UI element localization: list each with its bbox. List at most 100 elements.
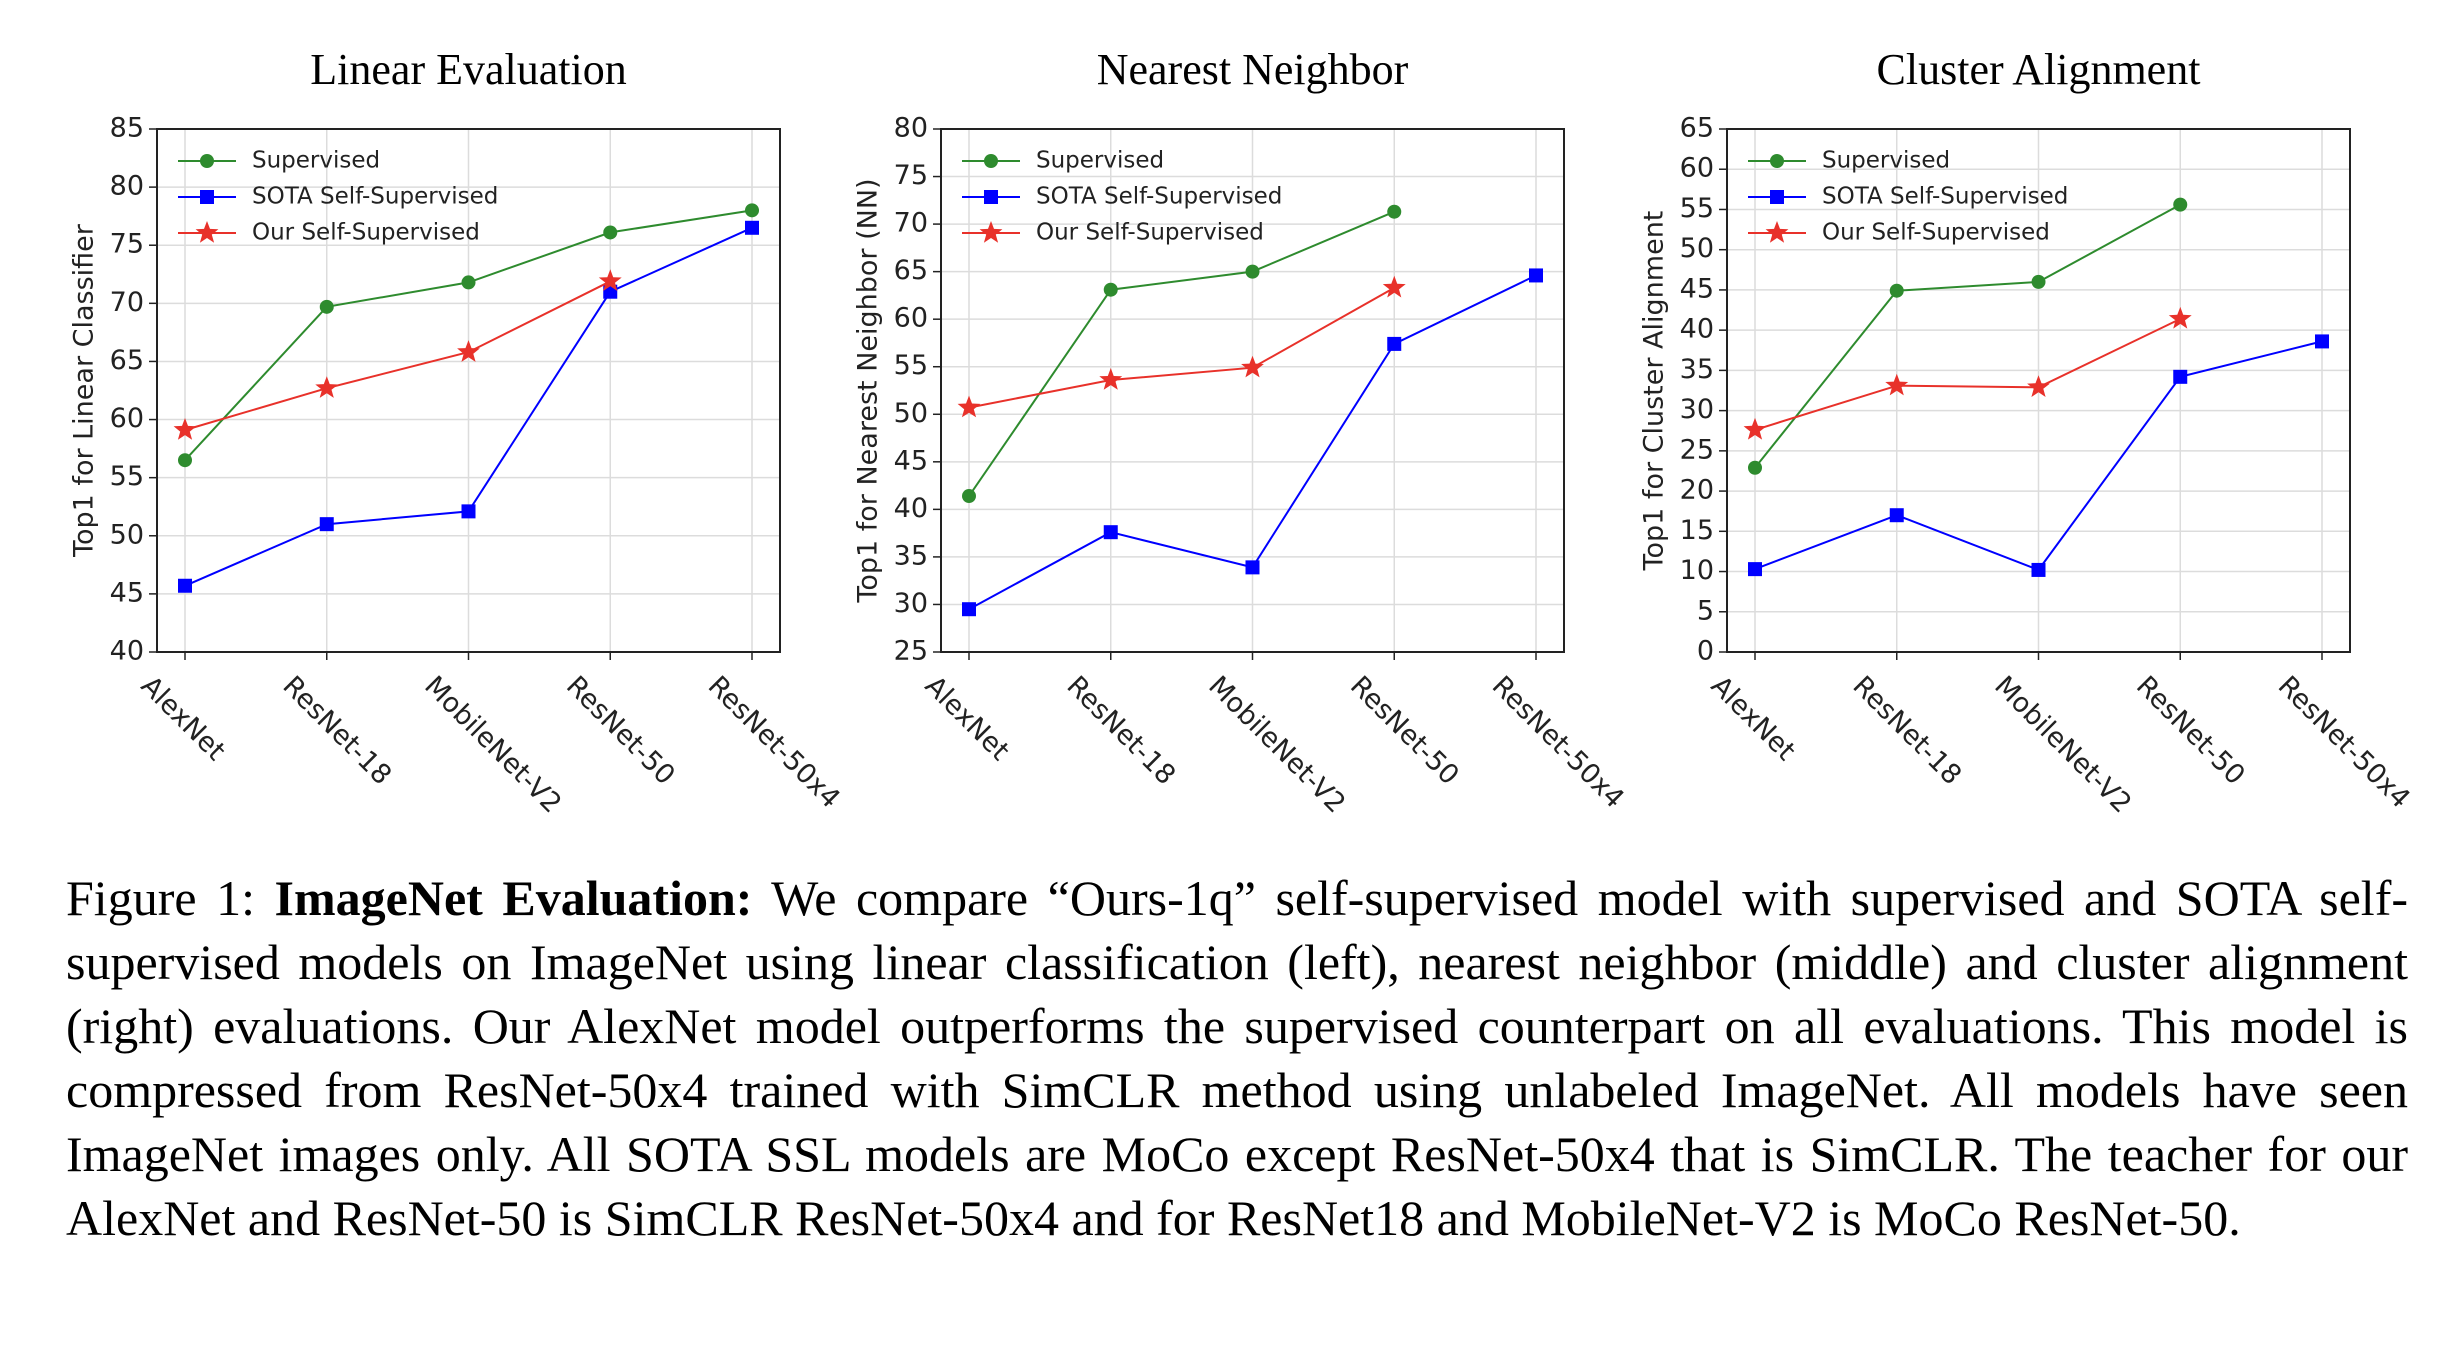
legend-label: Supervised [252,148,380,174]
point [1245,264,1260,279]
plot-frame [940,128,1565,653]
chart-title: Linear Evaluation [310,45,626,94]
point [178,453,192,468]
series-line [184,280,611,431]
y-tick-label: 65 [1680,113,1714,144]
y-tick-label: 55 [1680,193,1714,224]
caption-label: Figure 1: [66,870,255,926]
y-tick-label: 65 [110,345,144,376]
point [319,517,334,532]
plot-frame [156,128,781,653]
legend-marker [195,221,219,243]
y-tick-label: 5 [1697,595,1714,626]
x-tick-label: AlexNet [1705,670,1802,767]
x-tick-label: MobileNet-V2 [418,670,567,819]
y-tick-label: 45 [1680,273,1714,304]
point [1099,368,1123,390]
point [315,376,339,398]
point [178,578,192,593]
point [1387,336,1402,351]
x-tick-label: ResNet-50 [1344,670,1465,791]
x-tick-label: MobileNet-V2 [1988,670,2137,819]
caption-text: We compare “Ours-1q” self-supervised mod… [66,870,2408,1246]
point [598,269,622,291]
legend-marker [1765,221,1789,243]
x-tick-label: ResNet-50 [2130,670,2251,791]
y-tick-label: 55 [894,350,928,381]
y-tick-label: 45 [894,445,928,476]
legend-label: Our Self-Supervised [1036,220,1264,246]
legend-marker [200,154,214,168]
point [603,225,618,240]
y-tick-label: 80 [110,171,144,202]
y-tick-label: 50 [110,519,144,550]
y-tick-label: 45 [110,577,144,608]
point [1387,204,1402,219]
point [745,203,759,218]
y-tick-label: 65 [894,255,928,286]
x-tick-label: ResNet-50x4 [2272,670,2416,814]
y-tick-label: 25 [894,636,928,667]
caption: Figure 1: ImageNet Evaluation: We compar… [66,866,2408,1250]
point [1889,283,1904,298]
legend-marker [1770,154,1784,168]
point [1529,268,1543,283]
point [1748,460,1762,475]
x-tick-label: ResNet-18 [1846,670,1967,791]
point [2315,334,2329,349]
point [2027,375,2050,397]
y-tick-label: 25 [1680,434,1714,465]
y-tick-label: 85 [110,113,144,144]
point [1748,562,1762,577]
y-axis-label: Top1 for Nearest Neighbor (NN) [853,178,884,603]
point [962,489,976,504]
point [457,340,480,362]
y-tick-label: 10 [1680,555,1714,586]
y-tick-label: 15 [1680,515,1714,546]
point [1889,508,1904,523]
point [1885,373,1909,396]
y-tick-label: 60 [1680,153,1714,184]
x-tick-label: AlexNet [919,670,1016,767]
y-tick-label: 70 [110,287,144,318]
x-tick-label: ResNet-50x4 [1486,670,1630,814]
legend-label: Our Self-Supervised [1822,220,2050,246]
x-tick-label: ResNet-50x4 [702,670,846,814]
point [461,504,476,519]
point [745,220,759,235]
y-tick-label: 60 [110,403,144,434]
y-tick-label: 70 [894,208,928,239]
point [461,275,476,290]
caption-heading: ImageNet Evaluation: [274,870,753,926]
point [1241,355,1264,378]
y-axis-label: Top1 for Cluster Alignment [1639,211,1670,572]
legend-marker [984,154,998,168]
y-tick-label: 50 [894,398,928,429]
y-tick-label: 75 [110,229,144,260]
y-tick-label: 20 [1680,475,1714,506]
y-tick-label: 80 [894,113,928,144]
x-tick-label: ResNet-50 [560,670,681,791]
y-tick-label: 30 [894,588,928,619]
x-tick-label: MobileNet-V2 [1202,670,1351,819]
legend-label: SOTA Self-Supervised [1822,184,2068,210]
chart-title: Cluster Alignment [1877,45,2201,94]
y-tick-label: 35 [1680,354,1714,385]
y-tick-label: 40 [1680,314,1714,345]
legend-label: SOTA Self-Supervised [252,184,498,210]
series-line [968,210,1395,497]
point [2168,306,2192,329]
x-tick-label: AlexNet [135,670,232,767]
point [962,602,976,617]
point [2031,274,2046,289]
y-tick-label: 40 [110,636,144,667]
chart-title: Nearest Neighbor [1097,45,1409,94]
y-axis-label: Top1 for Linear Classifier [69,223,100,558]
point [2173,369,2188,384]
point [1103,525,1118,540]
legend-label: Supervised [1822,148,1950,174]
y-tick-label: 35 [894,540,928,571]
x-tick-label: ResNet-18 [1060,670,1181,791]
x-tick-label: ResNet-18 [276,670,397,791]
